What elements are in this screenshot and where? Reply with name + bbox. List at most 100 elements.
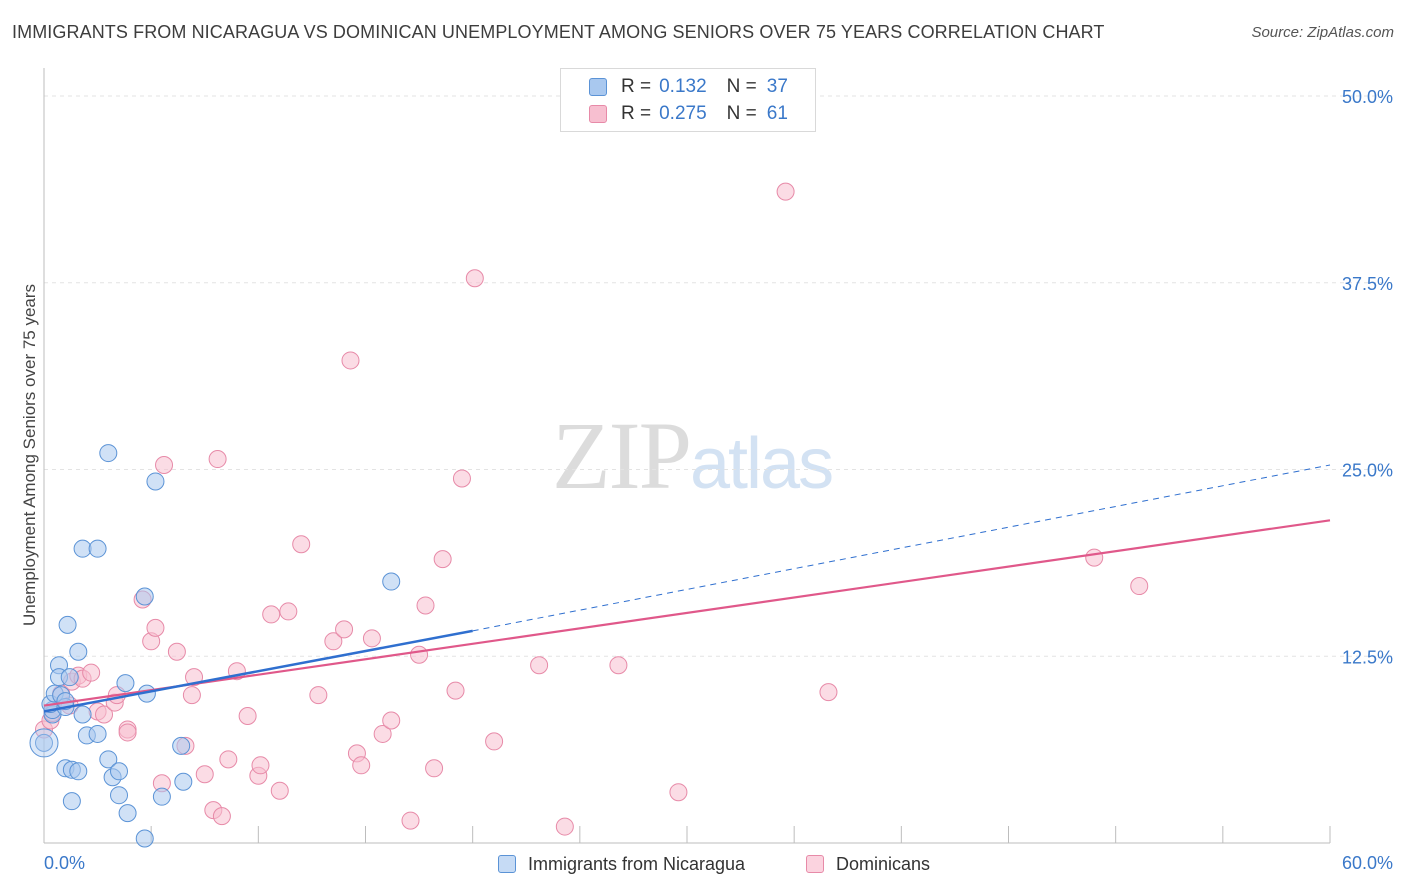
data-point-nicaragua [172, 736, 191, 755]
data-point-dominicans [1085, 548, 1104, 567]
data-point-dominicans [362, 629, 381, 648]
data-point-dominicans [352, 756, 371, 775]
data-point-dominicans [382, 711, 401, 730]
data-point-dominicans [238, 707, 257, 726]
data-point-nicaragua [110, 786, 129, 805]
data-point-dominicans [452, 469, 471, 488]
data-point-nicaragua [69, 642, 88, 661]
data-point-dominicans [279, 602, 298, 621]
bottom-legend-dominicans: Dominicans [806, 852, 930, 876]
bottom-swatch-dominicans [806, 855, 824, 873]
bottom-legend-label-nicaragua: Immigrants from Nicaragua [528, 853, 746, 874]
data-point-dominicans [555, 817, 574, 836]
data-point-nicaragua [62, 792, 81, 811]
watermark-atlas: atlas [690, 424, 834, 504]
legend-r-label: R = [621, 76, 652, 97]
data-point-nicaragua [69, 762, 88, 781]
data-point-nicaragua [99, 750, 118, 769]
x-tick-label: 60.0% [1342, 853, 1393, 873]
data-point-nicaragua [110, 762, 129, 781]
trend-line-dominicans [43, 519, 1331, 707]
data-point-nicaragua [135, 829, 154, 848]
data-point-dominicans [262, 605, 281, 624]
data-point-dominicans [609, 656, 628, 675]
data-point-nicaragua [88, 539, 107, 558]
data-point-dominicans [82, 663, 101, 682]
data-point-dominicans [155, 456, 174, 475]
trend-line-nicaragua-projection [472, 464, 1331, 632]
data-point-dominicans [373, 724, 392, 743]
data-point-dominicans [146, 618, 165, 637]
data-point-dominicans [212, 807, 231, 826]
data-point-dominicans [425, 759, 444, 778]
legend-row-nicaragua: R = 0.132 N = 37 [561, 74, 788, 100]
data-point-dominicans [446, 681, 465, 700]
data-point-nicaragua [99, 444, 118, 463]
data-point-nicaragua [60, 668, 79, 687]
data-point-nicaragua [118, 804, 137, 823]
data-point-nicaragua [146, 472, 165, 491]
data-point-nicaragua [73, 705, 92, 724]
data-point-dominicans [530, 656, 549, 675]
data-point-nicaragua [152, 787, 171, 806]
data-point-nicaragua [116, 674, 135, 693]
watermark-zip: ZIP [552, 402, 692, 509]
data-point-dominicans [433, 550, 452, 569]
source-label: Source: ZipAtlas.com [1251, 24, 1394, 41]
data-point-dominicans [167, 642, 186, 661]
data-point-nicaragua [58, 615, 77, 634]
data-point-dominicans [95, 705, 114, 724]
data-point-dominicans [251, 756, 270, 775]
correlation-legend: R = 0.132 N = 37 R = 0.275 N = 61 [560, 68, 816, 132]
data-point-dominicans [1130, 577, 1149, 596]
data-point-dominicans [270, 781, 289, 800]
y-tick-label: 50.0% [1342, 87, 1393, 107]
data-point-dominicans [324, 632, 343, 651]
legend-row-dominicans: R = 0.275 N = 61 [561, 101, 788, 127]
legend-n-label: N = [726, 76, 757, 97]
data-point-dominicans [416, 596, 435, 615]
data-point-dominicans [485, 732, 504, 751]
legend-r-value: 0.132 [659, 76, 707, 97]
y-tick-label: 12.5% [1342, 647, 1393, 667]
watermark: ZIPatlas [552, 400, 834, 511]
data-point-dominicans [309, 686, 328, 705]
y-axis-label: Unemployment Among Seniors over 75 years [20, 283, 39, 627]
data-point-dominicans [335, 620, 354, 639]
legend-n-value: 37 [766, 76, 788, 97]
data-point-nicaragua [135, 587, 154, 606]
data-point-dominicans [669, 783, 688, 802]
data-point-dominicans [292, 535, 311, 554]
y-tick-label: 25.0% [1342, 461, 1393, 481]
trend-line-nicaragua [43, 629, 473, 713]
y-tick-label: 37.5% [1342, 274, 1393, 294]
legend-r-value: 0.275 [659, 103, 707, 124]
bottom-legend-label-dominicans: Dominicans [836, 853, 931, 874]
data-point-dominicans [776, 182, 795, 201]
bottom-swatch-nicaragua [498, 855, 516, 873]
legend-n-label: N = [726, 103, 757, 124]
data-point-dominicans [208, 450, 227, 469]
data-point-dominicans [465, 269, 484, 288]
data-point-nicaragua [73, 539, 92, 558]
data-point-dominicans [118, 723, 137, 742]
data-point-nicaragua [35, 733, 53, 752]
data-point-dominicans [819, 683, 838, 702]
data-point-dominicans [341, 351, 360, 370]
legend-n-value: 61 [766, 103, 788, 124]
data-point-nicaragua [382, 572, 401, 591]
x-tick-label: 0.0% [44, 853, 85, 873]
data-point-nicaragua [174, 772, 193, 791]
data-point-dominicans [401, 811, 420, 830]
legend-r-label: R = [621, 103, 652, 124]
data-point-dominicans [410, 645, 429, 664]
legend-swatch-nicaragua [589, 78, 607, 96]
data-point-nicaragua [88, 724, 107, 743]
data-point-cluster [29, 728, 59, 758]
data-point-dominicans [195, 765, 214, 784]
legend-swatch-dominicans [589, 105, 607, 123]
chart-title: IMMIGRANTS FROM NICARAGUA VS DOMINICAN U… [12, 22, 1105, 42]
data-point-dominicans [219, 750, 238, 769]
bottom-legend-nicaragua: Immigrants from Nicaragua [498, 852, 745, 876]
